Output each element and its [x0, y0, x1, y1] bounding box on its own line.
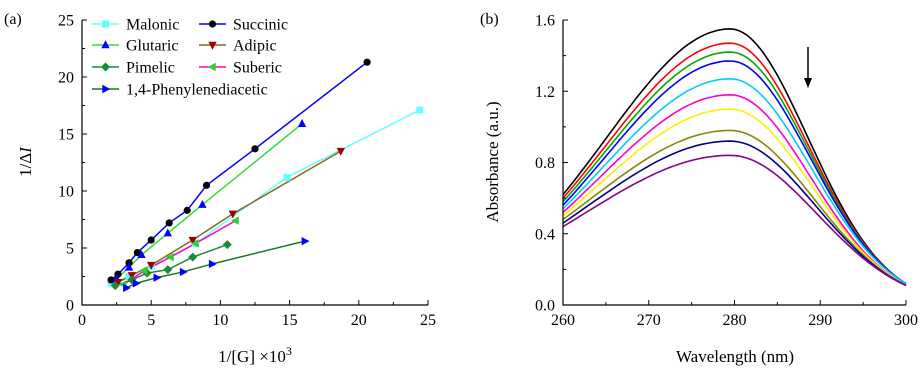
data-point	[302, 237, 310, 245]
data-point	[148, 236, 155, 243]
y-tick-label: 0.8	[535, 155, 555, 172]
legend-label: Pimelic	[126, 60, 175, 77]
x-tick-label: 280	[723, 312, 747, 329]
data-point	[163, 265, 172, 274]
legend: Malonic Succinic Glutaric Adipic Pimelic Sube…	[92, 17, 288, 99]
legend-marker	[102, 21, 109, 28]
x-tick-label: 20	[351, 312, 367, 329]
data-point	[184, 207, 191, 214]
y-tick-label: 25	[58, 13, 74, 30]
series-line	[117, 124, 302, 279]
y-tick-label: 15	[58, 127, 74, 144]
x-axis-label: 1/[G] ×103	[218, 344, 292, 366]
x-tick-label: 0	[78, 312, 86, 329]
y-axis-label: 1/ΔI	[16, 146, 35, 177]
data-point	[180, 268, 188, 276]
data-point	[198, 200, 206, 208]
data-point	[203, 182, 210, 189]
y-tick-label: 10	[58, 184, 74, 201]
y-tick-label: 1.6	[535, 13, 555, 30]
legend-label: Glutaric	[126, 38, 178, 55]
y-tick-label: 5	[66, 241, 74, 258]
arrow-head	[804, 78, 812, 88]
panel-b: (b) 260 270 280 290 300 0.0 0.4 0.8 1.2 1.6 Wavelen…	[480, 11, 918, 366]
data-point	[166, 219, 173, 226]
y-tick-label: 20	[58, 70, 74, 87]
data-point	[209, 260, 217, 268]
y-tick-label: 0.0	[535, 298, 555, 315]
data-point	[298, 119, 306, 127]
x-tick-label: 290	[808, 312, 832, 329]
y-tick-label: 0	[66, 298, 74, 315]
legend-marker	[209, 20, 216, 27]
legend-marker	[208, 63, 216, 71]
x-tick-label: 25	[420, 312, 436, 329]
data-point	[416, 107, 423, 114]
legend-marker	[101, 63, 110, 72]
panel-a: (a) 0 5 10 15 20 25 0 5 10 15 20 25 1/[G] ×103 1/ΔI Mal…	[4, 11, 436, 366]
data-point	[164, 228, 172, 236]
spectrum-line	[563, 95, 906, 286]
x-axis-label: Wavelength (nm)	[676, 347, 794, 366]
data-point	[251, 145, 258, 152]
x-tick-label: 300	[894, 312, 918, 329]
y-tick-label: 0.4	[535, 226, 555, 243]
data-point	[123, 284, 131, 292]
x-tick-label: 15	[282, 312, 298, 329]
legend-label: 1,4-Phenylenediacetic	[126, 82, 268, 99]
y-axis-label: Absorbance (a.u.)	[483, 101, 502, 222]
x-tick-label: 270	[637, 312, 661, 329]
data-point	[188, 253, 197, 262]
x-tick-label: 260	[551, 312, 575, 329]
spectrum-line	[563, 130, 906, 285]
data-point	[133, 279, 141, 287]
x-tick-label: 10	[212, 312, 228, 329]
legend-label: Suberic	[233, 60, 282, 77]
data-point	[364, 59, 371, 66]
y-tick-label: 1.2	[535, 84, 555, 101]
data-point	[154, 273, 162, 281]
legend-label: Adipic	[233, 38, 277, 55]
series-line	[111, 110, 420, 283]
panel-label: (a)	[4, 11, 22, 28]
panel-label: (b)	[480, 11, 499, 28]
data-point	[223, 240, 232, 249]
legend-label: Succinic	[233, 17, 288, 34]
legend-marker	[102, 85, 110, 93]
spectrum-line	[563, 155, 906, 285]
legend-label: Malonic	[126, 17, 179, 34]
data-point	[283, 174, 290, 181]
x-tick-label: 5	[147, 312, 155, 329]
